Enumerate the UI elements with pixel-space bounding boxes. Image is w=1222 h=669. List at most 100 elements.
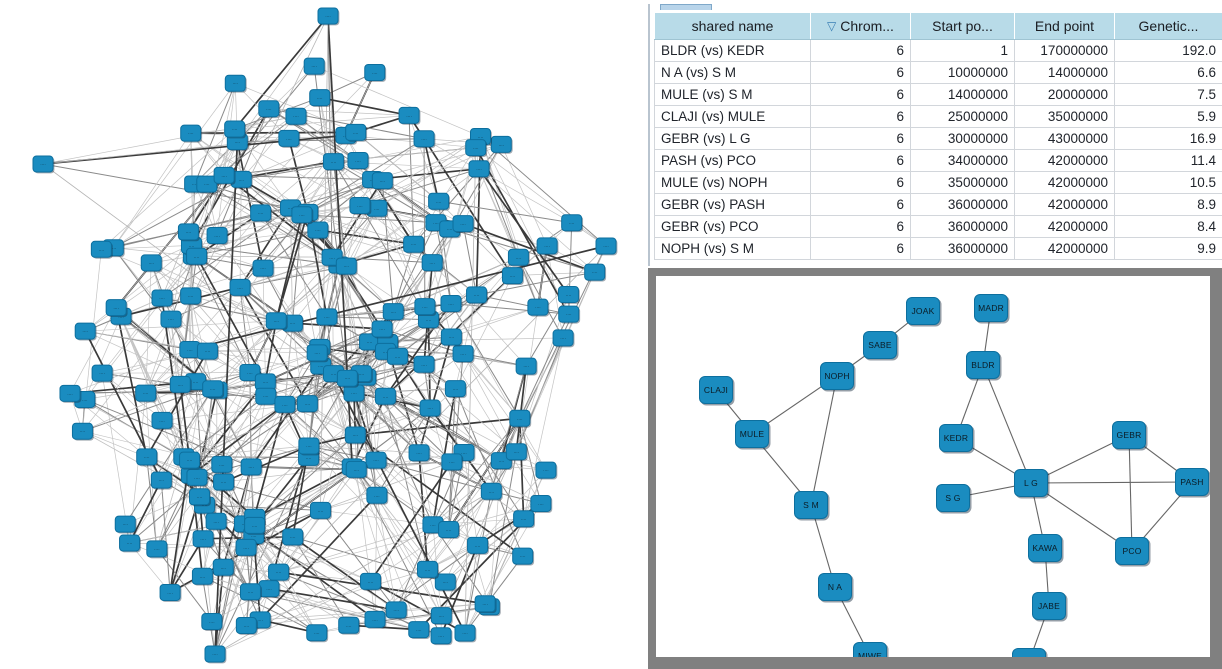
- network-edge[interactable]: [212, 388, 252, 468]
- node-shape[interactable]: [366, 486, 388, 504]
- node-shape[interactable]: [258, 100, 280, 118]
- node-shape[interactable]: [140, 254, 162, 272]
- network-edge[interactable]: [307, 179, 373, 213]
- node-shape[interactable]: [191, 567, 213, 585]
- node-shape[interactable]: [480, 482, 502, 500]
- network-edge[interactable]: [353, 388, 456, 394]
- table-row[interactable]: CLAJI (vs) MULE 6 25000000 35000000 5.9: [654, 105, 1222, 128]
- network-edge[interactable]: [355, 353, 464, 436]
- cell-shared_name[interactable]: GEBR (vs) L G: [654, 127, 811, 150]
- network-edge[interactable]: [484, 469, 547, 604]
- network-edge[interactable]: [249, 372, 252, 467]
- network-node[interactable]: ····: [366, 199, 389, 218]
- node-shape[interactable]: [345, 123, 367, 141]
- network-node[interactable]: ····: [169, 375, 192, 394]
- network-edge[interactable]: [474, 147, 570, 315]
- network-node[interactable]: ····: [440, 294, 463, 313]
- network-edge[interactable]: [480, 136, 607, 247]
- network-node[interactable]: ····: [408, 444, 431, 463]
- network-edge[interactable]: [189, 351, 208, 461]
- network-edge[interactable]: [429, 407, 490, 607]
- node-shape[interactable]: [430, 607, 452, 625]
- network-edge[interactable]: [239, 212, 309, 288]
- network-edge[interactable]: [395, 491, 492, 611]
- network-node[interactable]: ····: [317, 7, 340, 26]
- network-edge[interactable]: [260, 212, 328, 318]
- network-node[interactable]: ····: [430, 607, 453, 626]
- network-edge[interactable]: [215, 521, 261, 621]
- cell-genetic[interactable]: 6.6: [1114, 61, 1222, 84]
- network-edge[interactable]: [451, 461, 542, 504]
- node-shape[interactable]: [413, 130, 435, 148]
- cell-end_point[interactable]: 42000000: [1014, 237, 1115, 260]
- network-node[interactable]: ····: [366, 486, 389, 505]
- network-node[interactable]: PASH: [1175, 468, 1209, 496]
- node-shape[interactable]: [398, 106, 420, 124]
- network-edge[interactable]: [490, 365, 527, 492]
- network-node[interactable]: ····: [298, 437, 321, 456]
- node-shape[interactable]: [298, 437, 320, 455]
- node-shape[interactable]: [317, 7, 339, 25]
- node-shape[interactable]: [467, 536, 489, 554]
- network-edge[interactable]: [308, 341, 370, 447]
- network-edge[interactable]: [317, 230, 321, 348]
- node-shape[interactable]: [584, 263, 606, 281]
- network-edge[interactable]: [179, 384, 223, 465]
- network-node[interactable]: ····: [360, 572, 382, 591]
- network-node[interactable]: ····: [474, 595, 497, 614]
- network-edge[interactable]: [423, 138, 426, 307]
- node-shape[interactable]: [421, 254, 443, 272]
- cell-start_point[interactable]: 10000000: [910, 61, 1015, 84]
- network-edge[interactable]: [85, 330, 196, 382]
- node-shape[interactable]: [347, 151, 369, 169]
- network-edge[interactable]: [431, 262, 527, 367]
- network-node[interactable]: ····: [408, 621, 431, 640]
- network-edge[interactable]: [145, 15, 329, 394]
- network-edge[interactable]: [320, 509, 433, 526]
- network-edge[interactable]: [450, 303, 521, 419]
- cell-shared_name[interactable]: MULE (vs) NOPH: [654, 171, 811, 194]
- network-edge[interactable]: [278, 571, 486, 605]
- node-shape[interactable]: [204, 645, 226, 663]
- network-edge[interactable]: [189, 245, 607, 351]
- network-edge[interactable]: [381, 328, 464, 355]
- node-shape[interactable]: [344, 426, 366, 444]
- network-edge[interactable]: [408, 115, 415, 245]
- node-shape[interactable]: [206, 226, 228, 244]
- network-node[interactable]: GEBR: [1112, 421, 1146, 449]
- network-edge[interactable]: [438, 201, 513, 276]
- network-node[interactable]: ····: [501, 267, 524, 286]
- network-edge[interactable]: [240, 179, 333, 258]
- network-edge[interactable]: [462, 223, 478, 296]
- node-shape[interactable]: [309, 501, 331, 519]
- node-shape[interactable]: [235, 616, 257, 634]
- network-edge[interactable]: [546, 245, 564, 338]
- network-edge[interactable]: [464, 555, 524, 634]
- network-edge[interactable]: [275, 257, 333, 322]
- network-edge[interactable]: [464, 147, 477, 634]
- network-edge[interactable]: [476, 294, 569, 315]
- network-edge[interactable]: [216, 389, 309, 458]
- network-edge[interactable]: [195, 322, 293, 382]
- network-edge[interactable]: [239, 207, 292, 288]
- network-edge[interactable]: [357, 136, 481, 161]
- node-shape[interactable]: [235, 538, 257, 556]
- node-shape[interactable]: [371, 172, 393, 190]
- network-node[interactable]: ····: [230, 170, 253, 189]
- network-edge[interactable]: [262, 267, 318, 354]
- cell-genetic[interactable]: 8.9: [1114, 193, 1222, 216]
- network-edge[interactable]: [183, 350, 208, 457]
- network-edge[interactable]: [353, 392, 453, 463]
- cell-chromosome[interactable]: 6: [810, 61, 911, 84]
- network-edge[interactable]: [429, 407, 502, 461]
- node-shape[interactable]: [146, 540, 168, 558]
- network-edge[interactable]: [194, 83, 236, 185]
- network-edge[interactable]: [332, 161, 347, 267]
- cell-start_point[interactable]: 14000000: [910, 83, 1015, 106]
- network-node[interactable]: ····: [468, 160, 491, 179]
- table-row[interactable]: NOPH (vs) S M 6 36000000 42000000 9.9: [654, 237, 1222, 260]
- network-edge[interactable]: [308, 392, 355, 447]
- network-edge[interactable]: [196, 212, 262, 257]
- cell-shared_name[interactable]: BLDR (vs) KEDR: [654, 39, 811, 62]
- column-header-end_point[interactable]: End point: [1014, 12, 1115, 40]
